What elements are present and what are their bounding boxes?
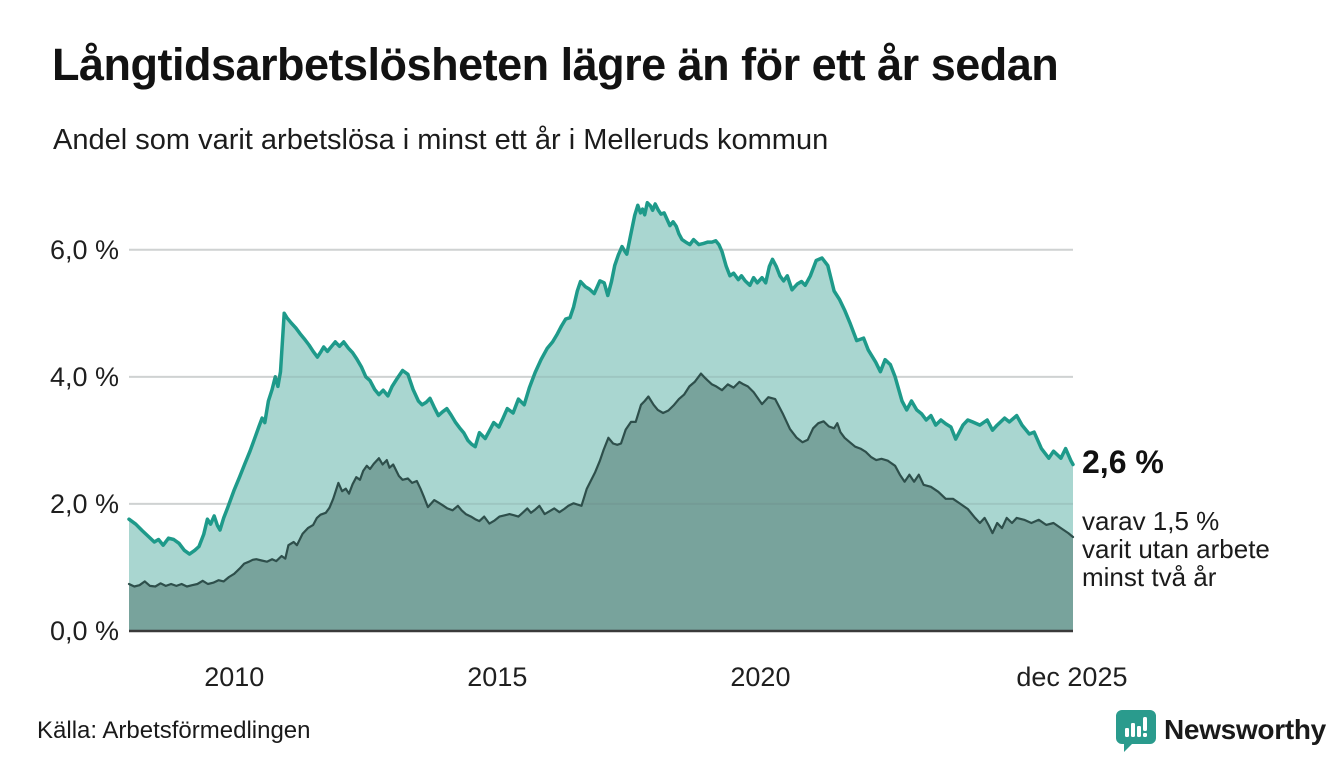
newsworthy-logo: Newsworthy [1116, 708, 1326, 752]
x-tick-label-2015: 2015 [467, 662, 528, 692]
exclamation-dot [1143, 733, 1147, 737]
x-tick-label-2010: 2010 [204, 662, 265, 692]
source-note: Källa: Arbetsförmedlingen [37, 717, 311, 744]
series-line-1 [127, 372, 1075, 588]
x-tick-label-dec-2025: dec 2025 [1016, 662, 1128, 692]
latest-value-detail-line: varav 1,5 % [1082, 506, 1220, 536]
bar-chart-bar-mid [1131, 723, 1135, 737]
y-tick-label-2: 2,0 % [49, 488, 119, 519]
x-tick-label-2020: 2020 [730, 662, 791, 692]
y-tick-label-0: 0,0 % [49, 616, 119, 646]
y-tick-label-6: 6,0 % [49, 234, 119, 265]
y-tick-label-4: 4,0 % [49, 361, 119, 392]
series-line-0 [127, 200, 1075, 556]
bar-chart-bar-short [1125, 728, 1129, 737]
latest-value-detail-line: varit utan arbete [1082, 534, 1270, 564]
latest-value-detail: varav 1,5 % varit utan arbete minst två år [1082, 507, 1332, 591]
latest-value-annotation: 2,6 % varav 1,5 % varit utan arbete minst … [1082, 444, 1332, 591]
latest-value-detail-line: minst två år [1082, 562, 1217, 592]
chart-subtitle: Andel som varit arbetslösa i minst ett å… [53, 124, 829, 156]
chart-title: Långtidsarbetslösheten lägre än för ett … [52, 39, 1059, 90]
newsworthy-speech-bubble-icon [1116, 710, 1156, 752]
series-fill-1 [129, 373, 1073, 631]
newsworthy-wordmark: Newsworthy [1164, 714, 1326, 745]
latest-value-label: 2,6 % [1082, 444, 1164, 480]
bar-chart-bar-tall [1137, 726, 1141, 737]
exclamation-stem [1143, 717, 1147, 731]
